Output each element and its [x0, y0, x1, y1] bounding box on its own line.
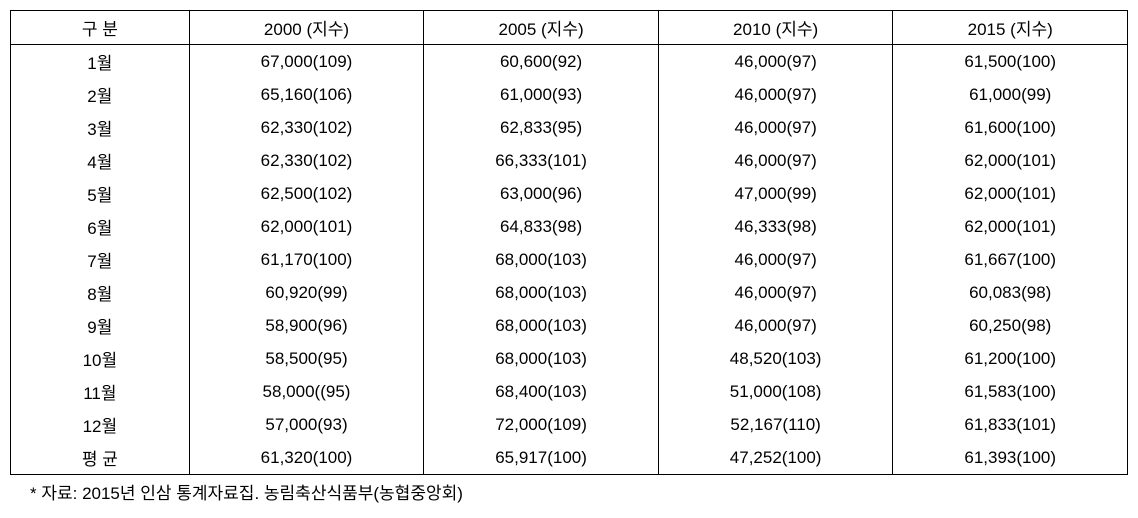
data-table: 구 분 2000 (지수) 2005 (지수) 2010 (지수) 2015 (… — [10, 10, 1128, 475]
data-cell: 46,000(97) — [658, 276, 893, 309]
data-cell: 58,000((95) — [189, 375, 424, 408]
data-cell: 61,833(101) — [893, 408, 1128, 441]
row-label: 평 균 — [11, 441, 190, 475]
table-row: 11월58,000((95)68,400(103)51,000(108)61,5… — [11, 375, 1128, 408]
data-cell: 62,500(102) — [189, 177, 424, 210]
data-cell: 61,600(100) — [893, 111, 1128, 144]
data-cell: 61,667(100) — [893, 243, 1128, 276]
data-cell: 46,000(97) — [658, 144, 893, 177]
header-category: 구 분 — [11, 11, 190, 45]
row-label: 4월 — [11, 144, 190, 177]
data-cell: 52,167(110) — [658, 408, 893, 441]
data-cell: 58,900(96) — [189, 309, 424, 342]
data-cell: 61,393(100) — [893, 441, 1128, 475]
data-cell: 66,333(101) — [424, 144, 659, 177]
data-cell: 51,000(108) — [658, 375, 893, 408]
data-cell: 48,520(103) — [658, 342, 893, 375]
data-cell: 60,600(92) — [424, 45, 659, 79]
data-cell: 62,000(101) — [893, 177, 1128, 210]
header-2005: 2005 (지수) — [424, 11, 659, 45]
data-cell: 60,920(99) — [189, 276, 424, 309]
table-row: 평 균61,320(100)65,917(100)47,252(100)61,3… — [11, 441, 1128, 475]
row-label: 12월 — [11, 408, 190, 441]
table-row: 5월62,500(102)63,000(96)47,000(99)62,000(… — [11, 177, 1128, 210]
row-label: 6월 — [11, 210, 190, 243]
table-row: 8월60,920(99)68,000(103)46,000(97)60,083(… — [11, 276, 1128, 309]
table-row: 9월58,900(96)68,000(103)46,000(97)60,250(… — [11, 309, 1128, 342]
row-label: 11월 — [11, 375, 190, 408]
data-cell: 62,000(101) — [189, 210, 424, 243]
data-cell: 62,330(102) — [189, 111, 424, 144]
table-row: 2월65,160(106)61,000(93)46,000(97)61,000(… — [11, 78, 1128, 111]
table-row: 4월62,330(102)66,333(101)46,000(97)62,000… — [11, 144, 1128, 177]
data-cell: 65,160(106) — [189, 78, 424, 111]
data-cell: 68,000(103) — [424, 342, 659, 375]
row-label: 3월 — [11, 111, 190, 144]
data-cell: 62,330(102) — [189, 144, 424, 177]
table-row: 12월57,000(93)72,000(109)52,167(110)61,83… — [11, 408, 1128, 441]
data-cell: 46,000(97) — [658, 45, 893, 79]
row-label: 9월 — [11, 309, 190, 342]
data-cell: 61,000(99) — [893, 78, 1128, 111]
data-cell: 46,000(97) — [658, 78, 893, 111]
table-row: 3월62,330(102)62,833(95)46,000(97)61,600(… — [11, 111, 1128, 144]
data-cell: 61,170(100) — [189, 243, 424, 276]
footnote-text: * 자료: 2015년 인삼 통계자료집. 농림축산식품부(농협중앙회) — [10, 479, 1128, 504]
data-cell: 72,000(109) — [424, 408, 659, 441]
table-body: 1월67,000(109)60,600(92)46,000(97)61,500(… — [11, 45, 1128, 475]
data-cell: 68,000(103) — [424, 309, 659, 342]
data-cell: 61,500(100) — [893, 45, 1128, 79]
data-cell: 61,583(100) — [893, 375, 1128, 408]
data-cell: 58,500(95) — [189, 342, 424, 375]
header-2015: 2015 (지수) — [893, 11, 1128, 45]
data-cell: 64,833(98) — [424, 210, 659, 243]
data-cell: 46,000(97) — [658, 309, 893, 342]
table-row: 1월67,000(109)60,600(92)46,000(97)61,500(… — [11, 45, 1128, 79]
data-cell: 67,000(109) — [189, 45, 424, 79]
data-cell: 46,000(97) — [658, 243, 893, 276]
data-cell: 62,833(95) — [424, 111, 659, 144]
data-cell: 46,000(97) — [658, 111, 893, 144]
header-2010: 2010 (지수) — [658, 11, 893, 45]
data-cell: 46,333(98) — [658, 210, 893, 243]
data-cell: 62,000(101) — [893, 144, 1128, 177]
table-row: 10월58,500(95)68,000(103)48,520(103)61,20… — [11, 342, 1128, 375]
row-label: 8월 — [11, 276, 190, 309]
data-cell: 47,000(99) — [658, 177, 893, 210]
data-cell: 61,320(100) — [189, 441, 424, 475]
row-label: 7월 — [11, 243, 190, 276]
row-label: 1월 — [11, 45, 190, 79]
data-cell: 68,400(103) — [424, 375, 659, 408]
row-label: 2월 — [11, 78, 190, 111]
data-cell: 60,083(98) — [893, 276, 1128, 309]
row-label: 5월 — [11, 177, 190, 210]
data-cell: 63,000(96) — [424, 177, 659, 210]
table-row: 7월61,170(100)68,000(103)46,000(97)61,667… — [11, 243, 1128, 276]
data-cell: 60,250(98) — [893, 309, 1128, 342]
data-cell: 68,000(103) — [424, 243, 659, 276]
data-cell: 65,917(100) — [424, 441, 659, 475]
data-cell: 68,000(103) — [424, 276, 659, 309]
data-cell: 62,000(101) — [893, 210, 1128, 243]
data-cell: 61,200(100) — [893, 342, 1128, 375]
data-cell: 61,000(93) — [424, 78, 659, 111]
row-label: 10월 — [11, 342, 190, 375]
header-2000: 2000 (지수) — [189, 11, 424, 45]
data-cell: 57,000(93) — [189, 408, 424, 441]
table-row: 6월62,000(101)64,833(98)46,333(98)62,000(… — [11, 210, 1128, 243]
header-row: 구 분 2000 (지수) 2005 (지수) 2010 (지수) 2015 (… — [11, 11, 1128, 45]
data-cell: 47,252(100) — [658, 441, 893, 475]
